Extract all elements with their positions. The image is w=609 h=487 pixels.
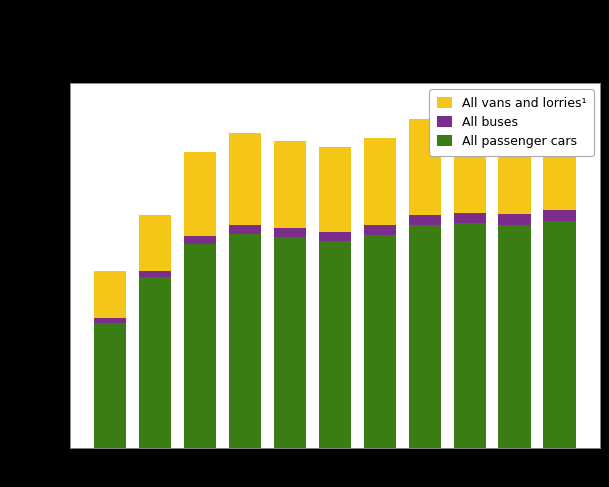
Legend: All vans and lorries¹, All buses, All passenger cars: All vans and lorries¹, All buses, All pa…	[429, 89, 594, 155]
Bar	[184, 152, 216, 236]
Bar	[543, 109, 576, 210]
Bar	[409, 225, 441, 448]
Bar	[454, 213, 486, 223]
Bar	[319, 241, 351, 448]
Bar	[274, 141, 306, 228]
Bar	[543, 221, 576, 448]
Bar	[184, 244, 216, 448]
Bar	[499, 214, 531, 225]
Bar	[139, 277, 171, 448]
Bar	[454, 112, 486, 213]
Bar	[94, 318, 127, 323]
Bar	[229, 234, 261, 448]
Bar	[319, 148, 351, 232]
Bar	[184, 236, 216, 244]
Bar	[229, 133, 261, 225]
Bar	[229, 225, 261, 234]
Bar	[409, 119, 441, 215]
Bar	[409, 215, 441, 225]
Bar	[274, 228, 306, 237]
Bar	[319, 232, 351, 241]
Bar	[499, 225, 531, 448]
Bar	[94, 271, 127, 318]
Bar	[364, 138, 396, 225]
Bar	[274, 237, 306, 448]
Bar	[543, 210, 576, 221]
Bar	[94, 323, 127, 448]
Bar	[364, 225, 396, 235]
Bar	[364, 235, 396, 448]
Bar	[139, 215, 171, 270]
Bar	[499, 116, 531, 214]
Bar	[139, 270, 171, 277]
Bar	[454, 223, 486, 448]
